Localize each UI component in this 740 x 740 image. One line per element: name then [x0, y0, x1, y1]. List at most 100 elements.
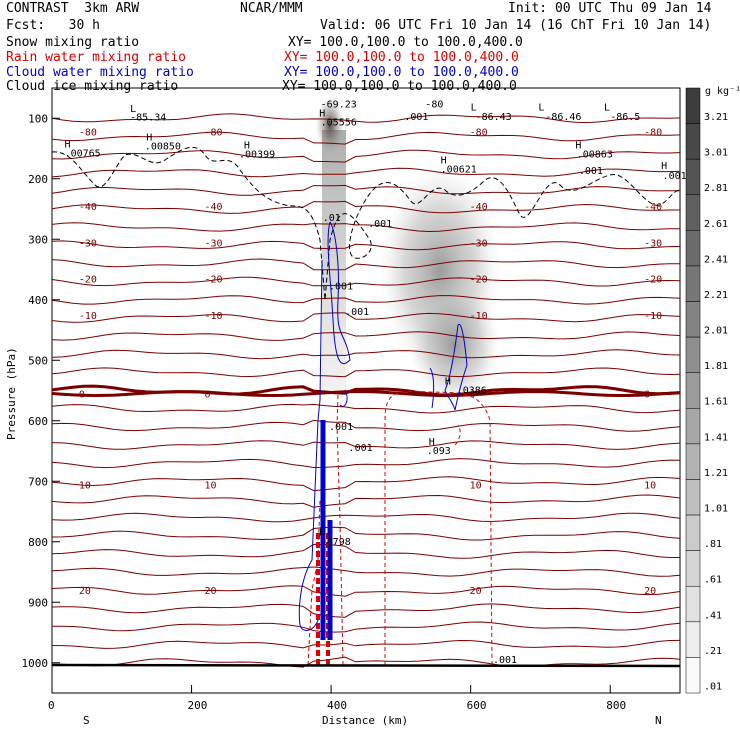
colorbar-label: 2.01	[704, 326, 728, 337]
x-tick-label: 400	[327, 699, 347, 712]
temperature-isotherm	[51, 494, 681, 508]
field-annotation: H	[661, 161, 667, 172]
y-tick-label: 900	[28, 596, 48, 609]
field-annotations: L-85.34-69.23 -80 L-86.43L-86.46L-86.5H.05…	[65, 99, 693, 665]
field-annotation: H	[319, 528, 325, 539]
field-annotation: H	[441, 156, 447, 167]
colorbar-label: 3.21	[704, 112, 728, 123]
temperature-isotherm	[51, 585, 681, 597]
y-tick-label: 500	[28, 354, 48, 367]
field-annotation: .093	[427, 446, 451, 457]
colorbar-label: 2.61	[704, 219, 728, 230]
isotherm-label: -40	[204, 202, 222, 213]
temperature-contour-labels: -80 -80 -80 -80 -40 -40 -40 -40 -30 -30 -30 -30 -20 -…	[79, 128, 662, 598]
colorbar-label: .21	[704, 646, 722, 657]
colorbar-swatch	[685, 514, 701, 551]
field-annotation: .00863	[577, 150, 613, 161]
colorbar-label: .01	[704, 681, 722, 692]
y-tick-label: 800	[28, 536, 48, 549]
temperature-isotherm	[51, 240, 681, 251]
isotherm-label: -30	[79, 238, 97, 249]
colorbar-label: 1.81	[704, 361, 728, 372]
colorbar-swatch	[685, 621, 701, 658]
field-annotation: H	[429, 437, 435, 448]
temperature-isotherm	[51, 258, 680, 271]
x-tick-label: 800	[606, 699, 626, 712]
temperature-isotherm	[51, 639, 681, 649]
colorbar-label: 3.01	[704, 148, 728, 159]
isotherm-label: -10	[79, 311, 97, 322]
temperature-isotherm	[51, 512, 681, 523]
plot-frame	[51, 87, 681, 694]
x-axis-label: Distance (km)	[322, 714, 408, 727]
colorbar-swatch	[685, 87, 701, 124]
isotherm-label: -20	[204, 275, 222, 286]
field-annotation: .0010	[663, 171, 693, 182]
colorbar-swatch	[685, 443, 701, 480]
y-tick-label: 300	[28, 233, 48, 246]
colorbar-swatch	[685, 301, 701, 338]
isotherm-label: 10	[644, 480, 656, 491]
convective-column-shading	[322, 130, 346, 390]
field-annotation: L	[538, 102, 544, 113]
field-annotation: L	[604, 102, 610, 113]
field-rain-name: Rain water mixing ratio	[6, 50, 187, 65]
field-annotation: .001	[349, 443, 373, 454]
field-annotation: .001	[329, 281, 353, 292]
isotherm-label: -80	[79, 128, 97, 139]
temperature-contours	[51, 113, 681, 668]
isotherm-label: 20	[204, 586, 216, 597]
ice-core-shading	[316, 97, 344, 153]
x-axis: 0 200 400 600 800	[48, 685, 626, 712]
field-annotation: H	[445, 376, 451, 387]
field-annotation: H	[146, 133, 152, 144]
field-annotation: -86.5	[610, 112, 640, 123]
temperature-isotherm	[51, 367, 681, 378]
forecast-hour: Fcst: 30 h	[6, 18, 100, 33]
valid-time: Valid: 06 UTC Fri 10 Jan 14 (16 ChT Fri …	[320, 18, 712, 33]
y-tick-label: 600	[28, 415, 48, 428]
temperature-isotherm	[51, 331, 681, 341]
temperature-isotherm	[51, 403, 681, 414]
isotherm-label: -10	[644, 311, 662, 322]
init-time: Init: 00 UTC Thu 09 Jan 14	[508, 1, 712, 16]
y-tick-label: 200	[28, 173, 48, 186]
isotherm-label: 0	[644, 390, 650, 401]
cloud-water-core-thick	[320, 420, 333, 640]
isotherm-label: -40	[644, 202, 662, 213]
field-annotation: .001	[329, 422, 353, 433]
temperature-isotherm	[51, 476, 681, 492]
isotherm-label: -30	[644, 238, 662, 249]
colorbar-label: 1.41	[704, 432, 728, 443]
temperature-isotherm	[51, 295, 681, 305]
y-tick-label: 700	[28, 475, 48, 488]
x-tick-label: 200	[188, 699, 208, 712]
colorbar-swatch	[685, 585, 701, 623]
field-annotation: -80	[425, 99, 443, 110]
colorbar-label: 1.61	[704, 397, 728, 408]
field-annotation: .00850	[145, 142, 181, 153]
colorbar-label: 2.21	[704, 290, 728, 301]
field-annotation: .001	[579, 166, 603, 177]
cloud-ice-contour	[51, 146, 681, 301]
temperature-isotherm	[51, 566, 681, 577]
temperature-isotherm	[51, 149, 681, 163]
field-rain-xy: XY= 100.0,100.0 to 100.0,400.0	[284, 50, 519, 65]
temperature-isotherm	[51, 200, 680, 214]
field-annotation: H	[244, 141, 250, 152]
temperature-isotherm	[51, 184, 681, 196]
colorbar-label: 2.81	[704, 183, 728, 194]
isotherm-label: -80	[204, 128, 222, 139]
isotherm-label: 20	[470, 586, 482, 597]
isotherm-label: -80	[644, 128, 662, 139]
temperature-isotherm	[51, 603, 681, 618]
colorbar-label: .61	[704, 575, 722, 586]
field-annotation: H	[575, 141, 581, 152]
field-annotation: .00621	[441, 165, 477, 176]
temperature-isotherm	[51, 440, 681, 450]
isotherm-label: -10	[204, 311, 222, 322]
isotherm-label: -30	[204, 238, 222, 249]
org-label: NCAR/MMM	[240, 1, 303, 16]
isotherm-label: -20	[470, 275, 488, 286]
